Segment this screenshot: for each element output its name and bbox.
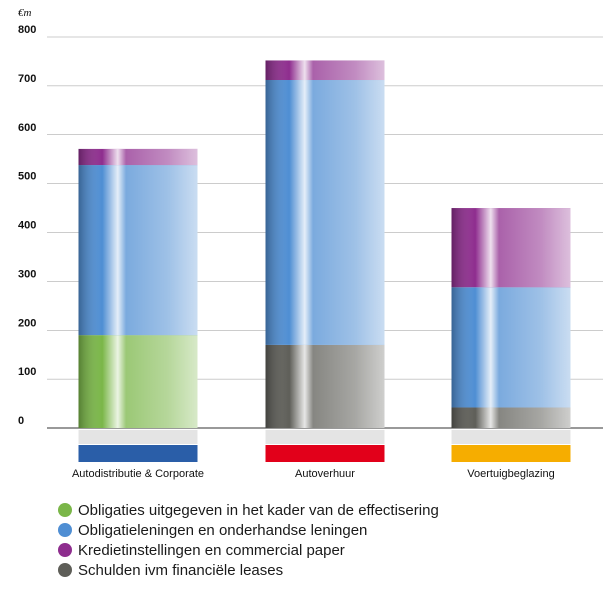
bar-segment-shine — [265, 80, 385, 345]
legend: Obligaties uitgegeven in het kader van d… — [58, 500, 439, 580]
y-tick-label: 400 — [18, 220, 36, 232]
y-tick-label: 500 — [18, 171, 36, 183]
y-tick-label: 700 — [18, 73, 36, 85]
legend-label: Kredietinstellingen en commercial paper — [78, 541, 345, 559]
bar-segment-shine — [451, 407, 571, 428]
y-tick-label: 600 — [18, 122, 36, 134]
bar-segment-shine — [78, 335, 198, 428]
category-bands: Autodistributie & Corporate Autoverhuur Vo… — [72, 430, 571, 480]
bar-segment-shine — [78, 165, 198, 336]
category-band-color — [265, 445, 385, 462]
y-tick-label: 0 — [18, 415, 24, 427]
bars — [78, 60, 571, 428]
legend-label: Obligaties uitgegeven in het kader van d… — [78, 501, 439, 519]
category-label: Autodistributie & Corporate — [72, 468, 204, 480]
bar-segment-shine — [451, 208, 571, 288]
bar-segment-shine — [265, 60, 385, 81]
legend-label: Schulden ivm financiële leases — [78, 561, 284, 579]
legend-label: Obligatieleningen en onderhandse leninge… — [78, 521, 368, 539]
category-band-color — [451, 445, 571, 462]
category-band-grey — [78, 430, 198, 444]
legend-swatch — [58, 523, 72, 537]
y-axis-unit-label: €m — [18, 7, 32, 19]
y-tick-label: 200 — [18, 317, 36, 329]
legend-item-bonds: Obligatieleningen en onderhandse leninge… — [58, 520, 439, 540]
category-label: Voertuigbeglazing — [467, 468, 554, 480]
bar-segment-shine — [265, 344, 385, 428]
bar-segment-shine — [451, 287, 571, 408]
legend-swatch — [58, 543, 72, 557]
y-tick-label: 100 — [18, 366, 36, 378]
y-tick-label: 300 — [18, 268, 36, 280]
legend-item-finance-leases: Schulden ivm financiële leases — [58, 560, 439, 580]
legend-swatch — [58, 563, 72, 577]
category-band-grey — [451, 430, 571, 444]
legend-item-credit-institutions: Kredietinstellingen en commercial paper — [58, 540, 439, 560]
category-label: Autoverhuur — [295, 468, 355, 480]
y-tick-label: 800 — [18, 24, 36, 36]
category-band-grey — [265, 430, 385, 444]
legend-item-securitisation: Obligaties uitgegeven in het kader van d… — [58, 500, 439, 520]
legend-swatch — [58, 503, 72, 517]
bar-segment-shine — [78, 148, 198, 166]
category-band-color — [78, 445, 198, 462]
